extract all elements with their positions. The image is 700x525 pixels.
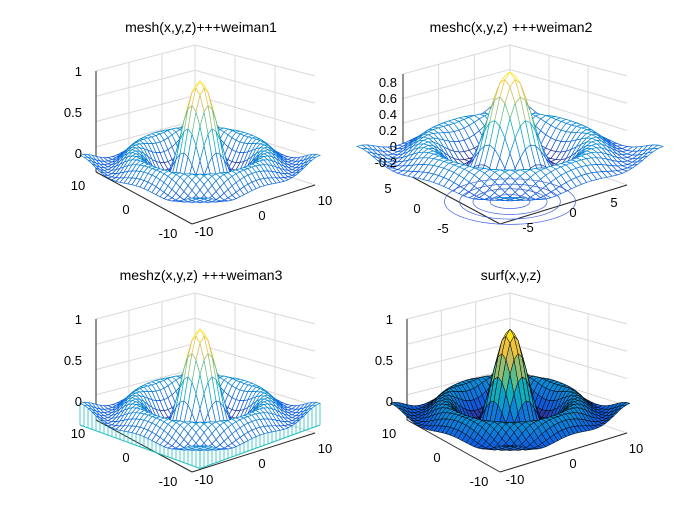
z-tick-label: 0 <box>390 139 397 154</box>
curtain <box>79 403 321 470</box>
grid-line <box>194 343 316 379</box>
surface-patch <box>505 445 515 448</box>
x-axis <box>499 432 628 473</box>
grid-line <box>406 292 511 320</box>
grid-line <box>194 292 316 325</box>
grid-line <box>95 368 196 396</box>
y-tick-label: 10 <box>71 178 85 193</box>
z-tick-label: 0.8 <box>379 75 397 90</box>
grid-line <box>95 317 196 345</box>
z-tick-label: 0 <box>75 146 82 161</box>
x-tick-label: -10 <box>195 224 214 239</box>
subplot-title: meshz(x,y,z) +++weiman3 <box>120 267 283 283</box>
x-tick-label: 10 <box>318 441 332 456</box>
contour-line <box>489 194 531 209</box>
grid-line <box>194 69 316 104</box>
z-tick-label: 0.2 <box>379 123 397 138</box>
y-tick-label: 5 <box>384 181 391 196</box>
subplot-title: meshc(x,y,z) +++weiman2 <box>430 19 593 35</box>
grid-line <box>95 95 196 122</box>
x-tick-label: 0 <box>258 208 265 223</box>
grid-line <box>406 317 511 345</box>
z-tick-label: 0.5 <box>64 353 82 368</box>
x-tick-label: 10 <box>318 193 332 208</box>
z-tick-label: 1 <box>75 64 82 79</box>
surface <box>389 328 631 451</box>
grid-line <box>95 343 196 370</box>
y-tick-label: -10 <box>470 474 489 489</box>
y-tick-label: 0 <box>413 201 420 216</box>
surface-patch <box>195 445 205 448</box>
y-tick-label: 10 <box>382 426 396 441</box>
x-tick-label: -5 <box>522 220 534 235</box>
tick-labels: 0 0.5 1 10 0 -10 -10 0 10 <box>64 312 332 489</box>
x-tick-label: 5 <box>610 195 617 210</box>
contour-line <box>472 188 548 215</box>
z-tick-label: 0 <box>75 394 82 409</box>
z-tick-label: 0 <box>386 394 393 409</box>
y-axis <box>402 171 501 225</box>
x-tick-label: 10 <box>629 441 643 456</box>
subplot-title: surf(x,y,z) <box>481 267 541 283</box>
z-tick-label: 0.5 <box>64 105 82 120</box>
subplot-meshc: meshc(x,y,z) +++weiman2 -0.200.20.40.60.… <box>355 19 665 236</box>
grid-line <box>509 292 628 325</box>
x-axis <box>499 184 628 225</box>
grid-line <box>194 317 316 352</box>
x-tick-label: 0 <box>569 456 576 471</box>
y-tick-label: -10 <box>159 226 178 241</box>
grid-line <box>509 44 628 77</box>
contour-line <box>459 183 561 220</box>
grid-line <box>509 317 628 352</box>
y-tick-label: 10 <box>71 426 85 441</box>
y-tick-label: 0 <box>122 202 129 217</box>
surface-patch <box>195 197 205 200</box>
grid-line <box>95 292 196 320</box>
tick-labels: 0 0.5 1 10 0 -10 -10 0 10 <box>375 312 643 489</box>
grid-line <box>95 120 196 148</box>
x-tick-label: 0 <box>258 456 265 471</box>
subplot-title: mesh(x,y,z)+++weiman1 <box>125 19 277 35</box>
subplot-meshz: meshz(x,y,z) +++weiman3 0 0.5 1 10 0 -10 -10 0 1… <box>64 267 332 489</box>
contour <box>444 178 576 225</box>
grid-line <box>95 44 196 72</box>
grid-line <box>194 44 316 77</box>
x-tick-label: -10 <box>506 472 525 487</box>
grid-line <box>406 343 511 370</box>
grid-line <box>509 343 628 379</box>
surface <box>78 328 322 451</box>
grid-line <box>509 69 628 104</box>
grid-line <box>402 44 511 75</box>
subplot-surf: surf(x,y,z) 0 0.5 1 10 0 -10 -10 0 10 <box>375 267 643 489</box>
surface-patch <box>504 197 516 200</box>
y-axis <box>406 419 501 473</box>
y-tick-label: 0 <box>433 450 440 465</box>
z-tick-label: 0.6 <box>379 91 397 106</box>
contour-line <box>444 178 576 225</box>
tick-labels: 0 0.5 1 10 0 -10 -10 0 10 <box>64 64 332 241</box>
z-tick-label: 0.5 <box>375 353 393 368</box>
y-tick-label: -5 <box>437 221 449 236</box>
z-tick-label: -0.2 <box>375 155 397 170</box>
z-tick-label: 1 <box>75 312 82 327</box>
grid-line <box>402 69 511 99</box>
x-axis <box>191 184 316 225</box>
x-tick-label: -10 <box>195 472 214 487</box>
grid-line <box>194 95 316 131</box>
z-tick-label: 1 <box>386 312 393 327</box>
y-tick-label: 0 <box>122 450 129 465</box>
grid-line <box>509 93 628 131</box>
y-axis <box>95 171 193 225</box>
surface <box>78 80 322 203</box>
subplot-mesh: mesh(x,y,z)+++weiman1 0 0.5 1 10 0 -10 -10 0 10 <box>64 19 332 241</box>
grid-line <box>402 93 511 124</box>
tick-labels: -0.200.20.40.60.850-5 -505 <box>375 75 618 236</box>
x-tick-label: 0 <box>569 205 576 220</box>
y-tick-label: -10 <box>159 474 178 489</box>
grid-line <box>95 69 196 97</box>
x-axis <box>191 432 316 473</box>
curtain-edge <box>79 424 321 470</box>
z-tick-label: 0.4 <box>379 107 397 122</box>
